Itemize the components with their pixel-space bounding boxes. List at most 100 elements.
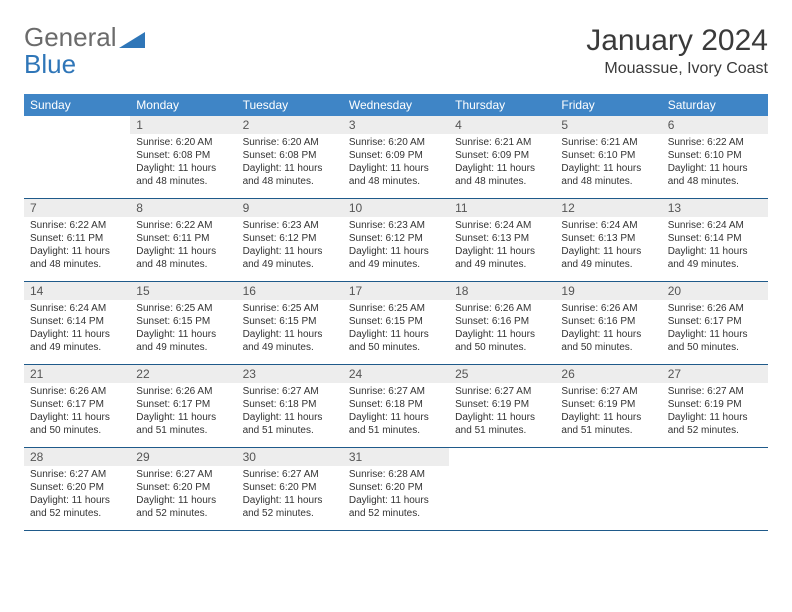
sunset-line: Sunset: 6:18 PM (243, 398, 337, 411)
day-details: Sunrise: 6:27 AMSunset: 6:19 PMDaylight:… (555, 383, 661, 441)
day-details: Sunrise: 6:20 AMSunset: 6:08 PMDaylight:… (130, 134, 236, 192)
daylight-line: Daylight: 11 hours and 48 minutes. (349, 162, 443, 188)
day-details: Sunrise: 6:22 AMSunset: 6:10 PMDaylight:… (662, 134, 768, 192)
day-number: 9 (237, 199, 343, 217)
sunrise-line: Sunrise: 6:22 AM (668, 136, 762, 149)
sunrise-line: Sunrise: 6:26 AM (30, 385, 124, 398)
day-number: 3 (343, 116, 449, 134)
calendar-day-cell: 25Sunrise: 6:27 AMSunset: 6:19 PMDayligh… (449, 365, 555, 448)
day-details: Sunrise: 6:26 AMSunset: 6:17 PMDaylight:… (662, 300, 768, 358)
calendar-day-cell: 22Sunrise: 6:26 AMSunset: 6:17 PMDayligh… (130, 365, 236, 448)
calendar-day-cell (662, 448, 768, 531)
calendar-day-cell: 3Sunrise: 6:20 AMSunset: 6:09 PMDaylight… (343, 116, 449, 199)
day-number: 19 (555, 282, 661, 300)
sunset-line: Sunset: 6:15 PM (136, 315, 230, 328)
sunrise-line: Sunrise: 6:21 AM (455, 136, 549, 149)
sunrise-line: Sunrise: 6:24 AM (561, 219, 655, 232)
weekday-header-row: SundayMondayTuesdayWednesdayThursdayFrid… (24, 94, 768, 116)
daylight-line: Daylight: 11 hours and 52 minutes. (668, 411, 762, 437)
sunrise-line: Sunrise: 6:28 AM (349, 468, 443, 481)
sunset-line: Sunset: 6:15 PM (349, 315, 443, 328)
sunrise-line: Sunrise: 6:24 AM (455, 219, 549, 232)
calendar-day-cell: 7Sunrise: 6:22 AMSunset: 6:11 PMDaylight… (24, 199, 130, 282)
calendar-day-cell: 4Sunrise: 6:21 AMSunset: 6:09 PMDaylight… (449, 116, 555, 199)
day-number: 24 (343, 365, 449, 383)
daylight-line: Daylight: 11 hours and 52 minutes. (30, 494, 124, 520)
daylight-line: Daylight: 11 hours and 49 minutes. (30, 328, 124, 354)
calendar-day-cell: 6Sunrise: 6:22 AMSunset: 6:10 PMDaylight… (662, 116, 768, 199)
day-details: Sunrise: 6:21 AMSunset: 6:09 PMDaylight:… (449, 134, 555, 192)
daylight-line: Daylight: 11 hours and 48 minutes. (455, 162, 549, 188)
weekday-header: Wednesday (343, 94, 449, 116)
daylight-line: Daylight: 11 hours and 49 minutes. (136, 328, 230, 354)
day-number: 14 (24, 282, 130, 300)
day-details: Sunrise: 6:27 AMSunset: 6:18 PMDaylight:… (237, 383, 343, 441)
day-number: 7 (24, 199, 130, 217)
day-number: 5 (555, 116, 661, 134)
sunrise-line: Sunrise: 6:27 AM (668, 385, 762, 398)
calendar-week-row: 7Sunrise: 6:22 AMSunset: 6:11 PMDaylight… (24, 199, 768, 282)
sunset-line: Sunset: 6:19 PM (455, 398, 549, 411)
calendar-week-row: 1Sunrise: 6:20 AMSunset: 6:08 PMDaylight… (24, 116, 768, 199)
day-details: Sunrise: 6:24 AMSunset: 6:14 PMDaylight:… (662, 217, 768, 275)
daylight-line: Daylight: 11 hours and 51 minutes. (349, 411, 443, 437)
day-number (662, 448, 768, 466)
daylight-line: Daylight: 11 hours and 51 minutes. (243, 411, 337, 437)
sunset-line: Sunset: 6:15 PM (243, 315, 337, 328)
sunrise-line: Sunrise: 6:26 AM (668, 302, 762, 315)
day-number (449, 448, 555, 466)
sunrise-line: Sunrise: 6:26 AM (136, 385, 230, 398)
day-details: Sunrise: 6:23 AMSunset: 6:12 PMDaylight:… (343, 217, 449, 275)
day-number: 23 (237, 365, 343, 383)
calendar-day-cell: 10Sunrise: 6:23 AMSunset: 6:12 PMDayligh… (343, 199, 449, 282)
day-number: 4 (449, 116, 555, 134)
daylight-line: Daylight: 11 hours and 49 minutes. (243, 245, 337, 271)
sunrise-line: Sunrise: 6:27 AM (243, 385, 337, 398)
day-number: 17 (343, 282, 449, 300)
calendar-day-cell: 17Sunrise: 6:25 AMSunset: 6:15 PMDayligh… (343, 282, 449, 365)
day-number: 25 (449, 365, 555, 383)
sunrise-line: Sunrise: 6:24 AM (668, 219, 762, 232)
calendar-day-cell: 24Sunrise: 6:27 AMSunset: 6:18 PMDayligh… (343, 365, 449, 448)
calendar-day-cell: 20Sunrise: 6:26 AMSunset: 6:17 PMDayligh… (662, 282, 768, 365)
daylight-line: Daylight: 11 hours and 51 minutes. (455, 411, 549, 437)
day-number: 15 (130, 282, 236, 300)
sunrise-line: Sunrise: 6:22 AM (136, 219, 230, 232)
daylight-line: Daylight: 11 hours and 48 minutes. (136, 245, 230, 271)
calendar-table: SundayMondayTuesdayWednesdayThursdayFrid… (24, 94, 768, 531)
daylight-line: Daylight: 11 hours and 51 minutes. (136, 411, 230, 437)
day-details: Sunrise: 6:27 AMSunset: 6:20 PMDaylight:… (237, 466, 343, 524)
sunset-line: Sunset: 6:09 PM (455, 149, 549, 162)
calendar-day-cell: 14Sunrise: 6:24 AMSunset: 6:14 PMDayligh… (24, 282, 130, 365)
sunrise-line: Sunrise: 6:20 AM (243, 136, 337, 149)
sunrise-line: Sunrise: 6:26 AM (455, 302, 549, 315)
daylight-line: Daylight: 11 hours and 52 minutes. (243, 494, 337, 520)
day-details: Sunrise: 6:27 AMSunset: 6:20 PMDaylight:… (24, 466, 130, 524)
daylight-line: Daylight: 11 hours and 49 minutes. (243, 328, 337, 354)
sunset-line: Sunset: 6:20 PM (243, 481, 337, 494)
day-number: 11 (449, 199, 555, 217)
sunrise-line: Sunrise: 6:27 AM (243, 468, 337, 481)
day-details: Sunrise: 6:24 AMSunset: 6:13 PMDaylight:… (449, 217, 555, 275)
day-details: Sunrise: 6:26 AMSunset: 6:16 PMDaylight:… (449, 300, 555, 358)
sunrise-line: Sunrise: 6:27 AM (30, 468, 124, 481)
calendar-day-cell: 31Sunrise: 6:28 AMSunset: 6:20 PMDayligh… (343, 448, 449, 531)
day-number: 16 (237, 282, 343, 300)
calendar-day-cell: 1Sunrise: 6:20 AMSunset: 6:08 PMDaylight… (130, 116, 236, 199)
day-number: 6 (662, 116, 768, 134)
weekday-header: Monday (130, 94, 236, 116)
sunset-line: Sunset: 6:17 PM (136, 398, 230, 411)
day-number: 12 (555, 199, 661, 217)
day-number: 30 (237, 448, 343, 466)
logo-triangle-icon (119, 30, 149, 52)
day-number: 10 (343, 199, 449, 217)
logo-word-2: Blue (24, 49, 117, 80)
daylight-line: Daylight: 11 hours and 49 minutes. (561, 245, 655, 271)
daylight-line: Daylight: 11 hours and 48 minutes. (243, 162, 337, 188)
weekday-header: Friday (555, 94, 661, 116)
day-details: Sunrise: 6:25 AMSunset: 6:15 PMDaylight:… (237, 300, 343, 358)
daylight-line: Daylight: 11 hours and 49 minutes. (349, 245, 443, 271)
daylight-line: Daylight: 11 hours and 48 minutes. (668, 162, 762, 188)
sunset-line: Sunset: 6:19 PM (668, 398, 762, 411)
daylight-line: Daylight: 11 hours and 52 minutes. (349, 494, 443, 520)
